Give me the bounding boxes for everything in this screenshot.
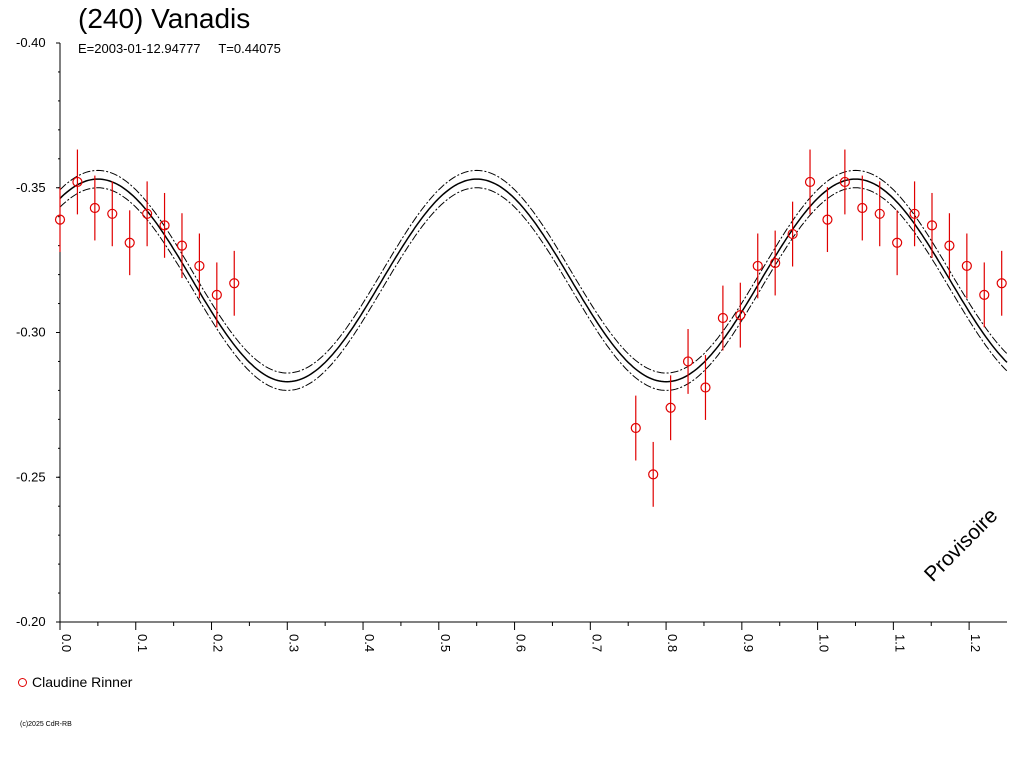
data-point: [142, 208, 153, 219]
data-point: [874, 208, 885, 219]
x-tick-label: 0.2: [211, 634, 226, 652]
data-point: [89, 202, 100, 214]
data-point: [648, 469, 659, 480]
data-point: [752, 260, 763, 272]
x-tick-label: 0.1: [135, 634, 150, 652]
x-tick-label: 1.1: [892, 634, 907, 652]
legend-marker-icon: [18, 677, 27, 687]
fit-curves: [59, 169, 1008, 391]
data-points: [54, 149, 1007, 507]
data-point: [665, 402, 676, 413]
data-point: [996, 278, 1007, 289]
legend: Claudine Rinner: [18, 674, 132, 690]
data-point: [630, 422, 641, 434]
data-point: [787, 228, 798, 240]
fit-curve: [59, 178, 1008, 383]
data-point: [839, 176, 850, 188]
y-tick-label: -0.30: [16, 325, 46, 340]
legend-label: Claudine Rinner: [32, 674, 133, 690]
x-tick-label: 0.9: [741, 634, 756, 652]
data-point: [717, 312, 729, 324]
data-point: [211, 289, 222, 300]
y-tick-label: -0.25: [16, 469, 46, 484]
data-point: [857, 202, 868, 214]
data-point: [822, 214, 833, 225]
data-point: [979, 289, 990, 300]
data-point: [735, 310, 746, 321]
data-point: [770, 257, 781, 269]
data-point: [926, 220, 938, 231]
fit-lower-envelope: [59, 187, 1008, 391]
chart-title: (240) Vanadis: [78, 3, 251, 34]
data-point: [72, 176, 83, 188]
copyright-text: (c)2025 CdR-RB: [20, 721, 72, 728]
x-tick-label: 0.3: [286, 634, 301, 652]
data-point: [194, 260, 205, 272]
data-point: [229, 278, 240, 289]
data-point: [176, 240, 188, 251]
axes: -0.40 -0.35 -0.30 -0.25 -0.20 0.0 0.1 0.2 0.3 0.4…: [16, 35, 1007, 652]
x-tick-label: 0.6: [514, 634, 529, 652]
y-tick-label: -0.35: [16, 180, 46, 195]
x-tick-label: 0.8: [665, 634, 680, 652]
data-point: [682, 356, 694, 367]
data-point: [107, 208, 118, 219]
y-tick-label: -0.40: [16, 35, 46, 50]
x-tick-label: 1.0: [817, 634, 832, 652]
chart-subtitle: E=2003-01-12.94777 T=0.44075: [78, 41, 281, 56]
data-point: [804, 176, 816, 188]
data-point: [159, 220, 170, 231]
y-tick-label: -0.20: [16, 614, 46, 629]
data-point: [944, 240, 955, 251]
data-point: [892, 237, 903, 248]
data-point: [54, 214, 66, 225]
data-point: [124, 237, 135, 248]
x-tick-label: 0.5: [438, 634, 453, 652]
x-tick-label: 0.4: [362, 634, 377, 652]
data-point: [700, 382, 711, 393]
x-tick-label: 0.0: [59, 634, 74, 652]
x-tick-label: 0.7: [589, 634, 604, 652]
data-point: [961, 260, 972, 272]
x-tick-label: 1.2: [968, 634, 983, 652]
fit-upper-envelope: [59, 169, 1008, 374]
data-point: [909, 208, 920, 219]
